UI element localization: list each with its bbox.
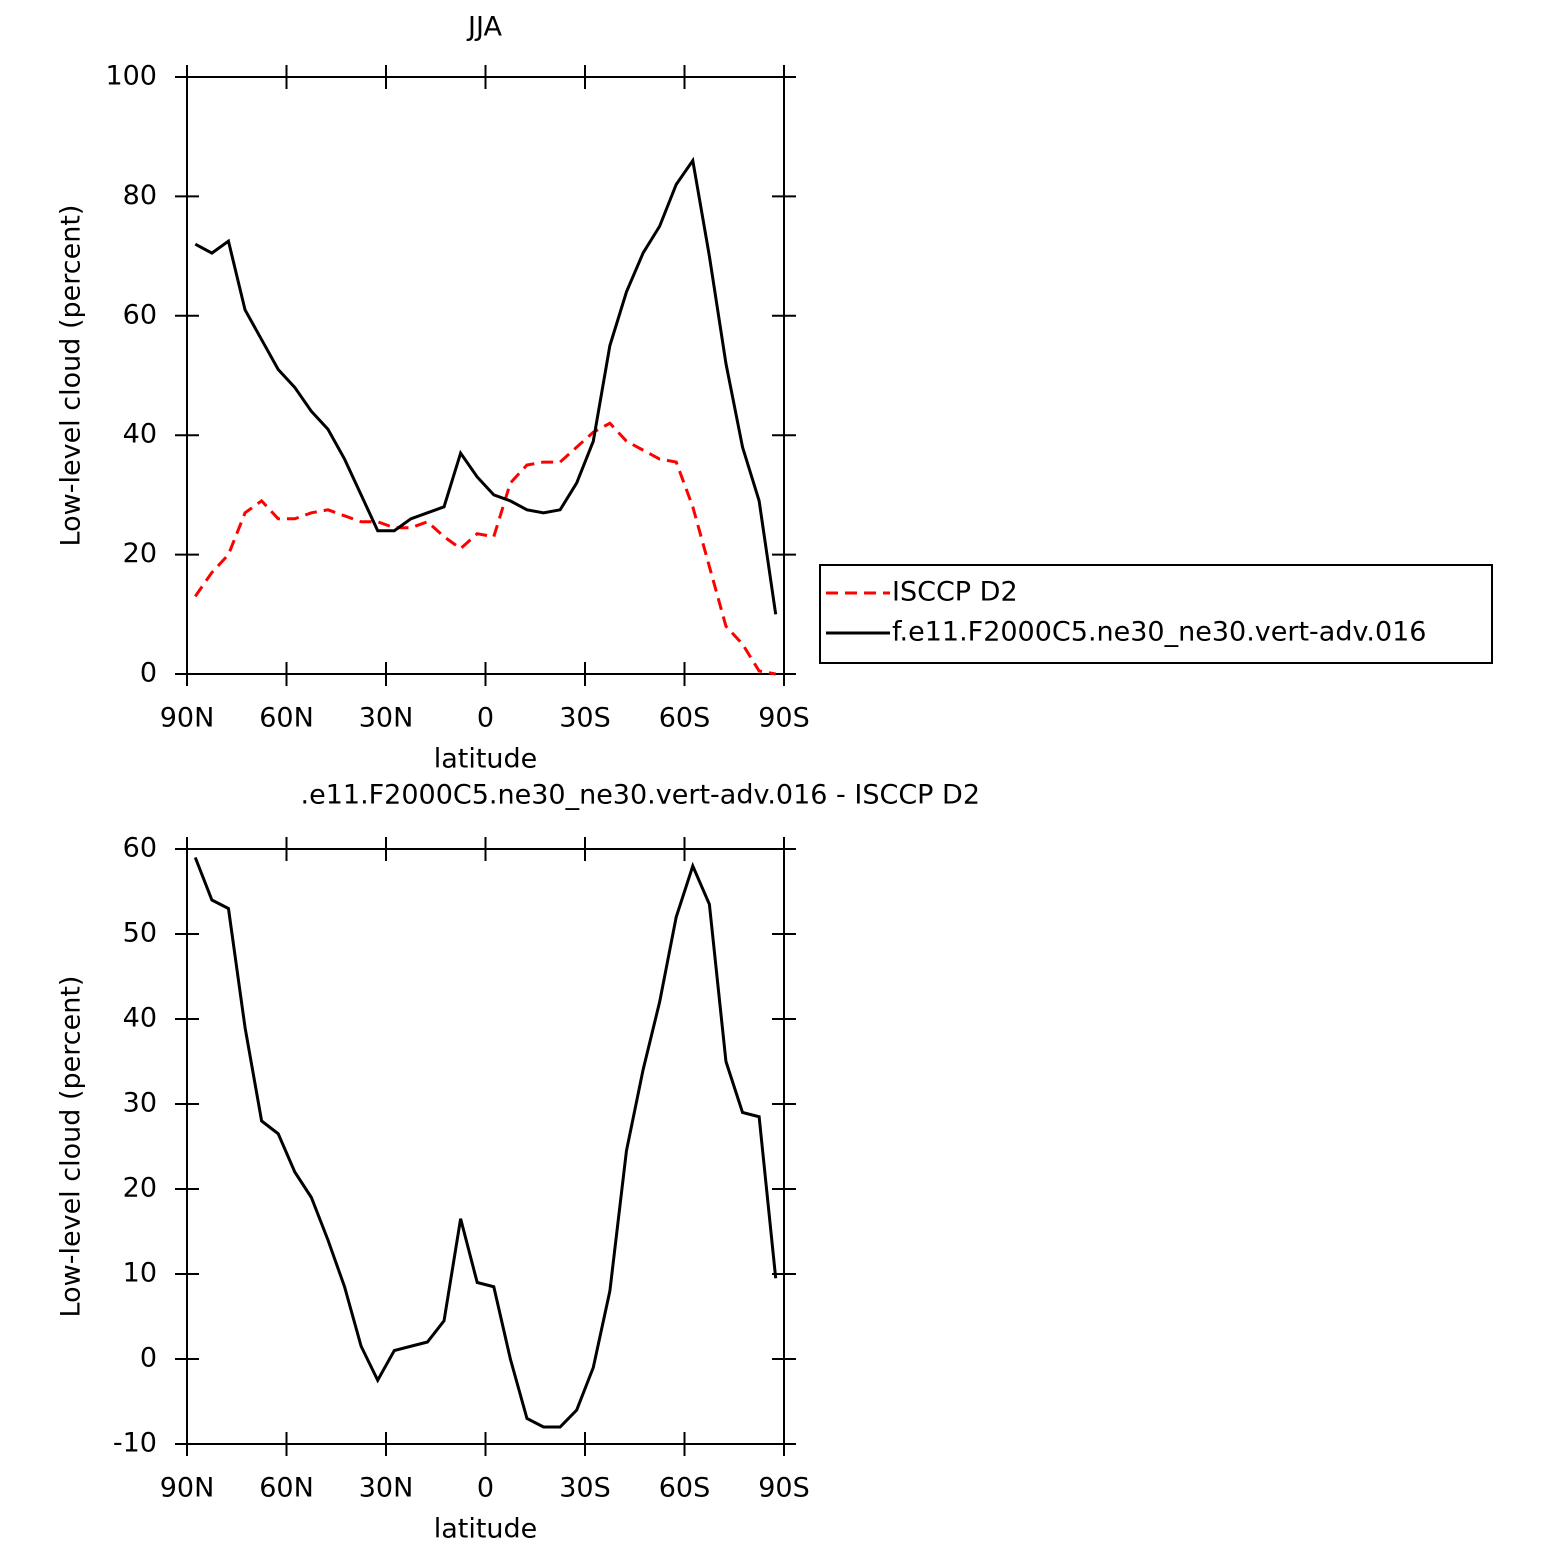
y-tick-label: -10	[113, 1428, 157, 1459]
x-tick-label: 60S	[659, 703, 711, 734]
x-tick-label: 60S	[659, 1473, 711, 1504]
y-tick-label: 30	[123, 1088, 157, 1119]
y-tick-label: 50	[123, 918, 157, 949]
chart-title: .e11.F2000C5.ne30_ne30.vert-adv.016 - IS…	[301, 780, 980, 811]
legend-label: f.e11.F2000C5.ne30_ne30.vert-adv.016	[892, 617, 1426, 648]
y-axis-label: Low-level cloud (percent)	[56, 976, 87, 1318]
legend-label: ISCCP D2	[892, 577, 1018, 608]
x-tick-label: 90N	[160, 703, 215, 734]
y-tick-label: 60	[123, 833, 157, 864]
x-tick-label: 90S	[758, 703, 810, 734]
y-tick-label: 40	[123, 419, 157, 450]
y-tick-label: 10	[123, 1258, 157, 1289]
x-axis-label: latitude	[434, 1514, 538, 1545]
x-tick-label: 60N	[259, 703, 314, 734]
data-line	[194, 421, 776, 676]
chart-title: JJA	[466, 12, 502, 43]
x-tick-label: 90N	[160, 1473, 215, 1504]
y-tick-label: 20	[123, 1173, 157, 1204]
y-tick-label: 80	[123, 180, 157, 211]
y-axis-label: Low-level cloud (percent)	[56, 205, 87, 547]
x-tick-label: 30N	[359, 703, 414, 734]
y-tick-label: 100	[105, 61, 157, 92]
y-tick-label: 40	[123, 1003, 157, 1034]
data-line	[193, 856, 778, 1429]
x-axis-label: latitude	[434, 744, 538, 775]
y-tick-label: 0	[140, 1343, 157, 1374]
x-tick-label: 60N	[259, 1473, 314, 1504]
x-tick-label: 90S	[758, 1473, 810, 1504]
x-tick-label: 30S	[559, 1473, 611, 1504]
plot-frame	[186, 848, 785, 1445]
y-tick-label: 20	[123, 538, 157, 569]
x-tick-label: 30S	[559, 703, 611, 734]
data-line	[194, 156, 778, 615]
x-tick-label: 30N	[359, 1473, 414, 1504]
x-tick-label: 0	[477, 703, 494, 734]
y-tick-label: 0	[140, 658, 157, 689]
x-tick-label: 0	[477, 1473, 494, 1504]
legend-box	[819, 564, 1493, 664]
plot-frame	[186, 76, 785, 675]
y-tick-label: 60	[123, 299, 157, 330]
